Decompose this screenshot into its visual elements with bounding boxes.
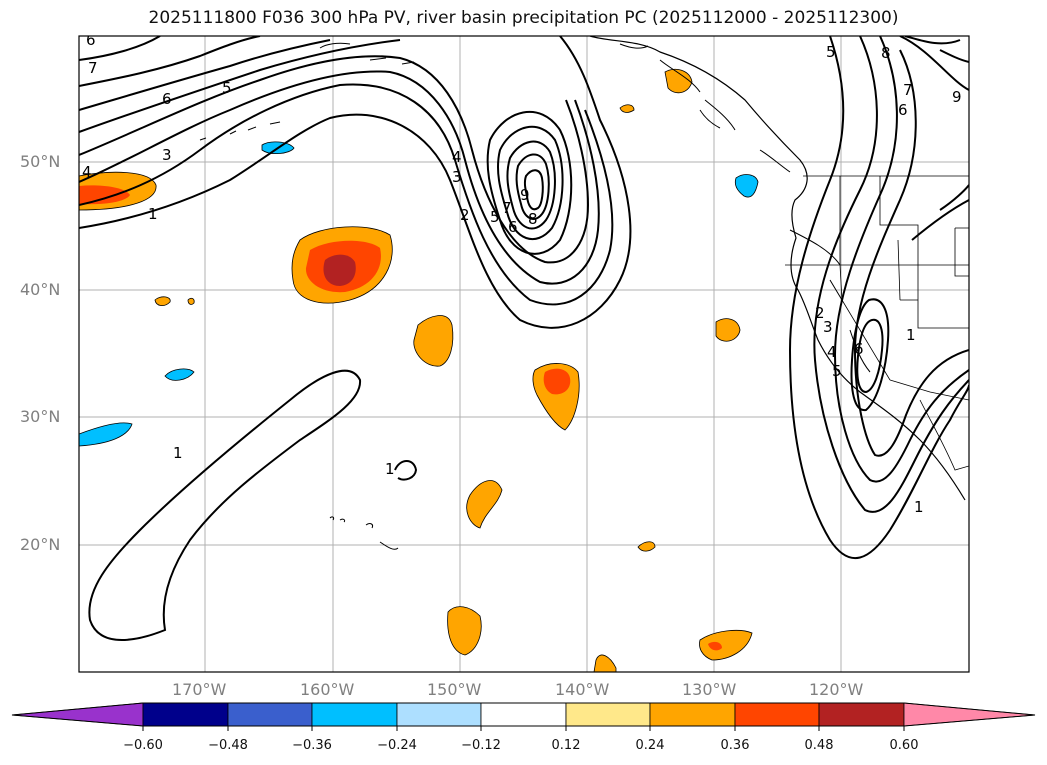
contour-label: 7 — [88, 59, 98, 77]
coastlines — [199, 36, 966, 550]
y-tick-label: 50°N — [20, 152, 61, 171]
colorbar-segment — [903, 702, 1036, 727]
contour-label: 1 — [385, 460, 395, 478]
contour-label: 5 — [832, 362, 842, 380]
colorbar-segment — [734, 702, 820, 727]
contour-label: 1 — [906, 326, 916, 344]
contour-label: 6 — [162, 90, 172, 108]
precip-anomaly-fill — [79, 68, 759, 672]
colorbar-segment — [311, 702, 398, 727]
colorbar-tick-label: 0.24 — [635, 738, 665, 753]
y-tick-label: 30°N — [20, 407, 61, 426]
colorbar-tick-label: 0.36 — [720, 738, 750, 753]
y-tick-label: 20°N — [20, 535, 61, 554]
contour-label: 8 — [528, 210, 538, 228]
contour-label: 6 — [508, 218, 518, 236]
contour-label: 4 — [82, 163, 92, 181]
contour-label: 1 — [173, 444, 183, 462]
contour-label: 9 — [520, 186, 530, 204]
contour-label: 3 — [823, 318, 833, 336]
contour-label: 5 — [490, 208, 500, 226]
y-tick-label: 40°N — [20, 280, 61, 299]
x-tick-label: 160°W — [300, 680, 355, 699]
x-tick-label: 120°W — [809, 680, 864, 699]
colorbar-segment — [227, 702, 313, 727]
colorbar-tick-label: 0.12 — [551, 738, 581, 753]
contour-label: 4 — [452, 148, 462, 166]
contour-label: 2 — [815, 304, 825, 322]
contour-label: 1 — [914, 498, 924, 516]
x-tick-label: 150°W — [427, 680, 482, 699]
colorbar-tick-label: 0.48 — [804, 738, 834, 753]
colorbar-segment — [565, 702, 651, 727]
colorbar-segment — [142, 702, 229, 727]
contour-label: 3 — [452, 168, 462, 186]
contour-label: 3 — [162, 146, 172, 164]
x-tick-label: 130°W — [682, 680, 737, 699]
colorbar-tick-label: −0.36 — [292, 738, 332, 753]
contour-label: 9 — [952, 88, 962, 106]
contour-label: 6 — [898, 101, 908, 119]
contour-label: 1 — [148, 205, 158, 223]
contour-label: 2 — [460, 206, 470, 224]
colorbar-tick-label: −0.48 — [208, 738, 248, 753]
map-title: 2025111800 F036 300 hPa PV, river basin … — [148, 8, 899, 28]
map-frame — [78, 35, 970, 673]
contour-label: 8 — [881, 44, 891, 62]
pv-contours — [79, 36, 969, 641]
contour-label: 5 — [826, 43, 836, 61]
contour-label: 5 — [222, 79, 232, 97]
contour-label: 6 — [854, 340, 864, 358]
x-tick-label: 170°W — [172, 680, 227, 699]
colorbar-segment — [396, 702, 482, 727]
map-plot-area — [79, 36, 969, 672]
colorbar-segment — [818, 702, 905, 727]
colorbar — [11, 702, 1036, 731]
colorbar-tick-label: −0.60 — [123, 738, 163, 753]
contour-label: 7 — [903, 81, 913, 99]
colorbar-segment — [649, 702, 736, 727]
colorbar-tick-label: −0.12 — [461, 738, 501, 753]
contour-label: 6 — [86, 31, 96, 49]
colorbar-tick-label: 0.60 — [889, 738, 919, 753]
colorbar-segment — [11, 702, 144, 727]
x-tick-label: 140°W — [555, 680, 610, 699]
pv-contour-labels: 6 7 6 5 4 3 1 4 3 2 5 7 6 9 8 5 8 7 6 9 … — [82, 31, 962, 516]
contour-label: 7 — [502, 199, 512, 217]
colorbar-tick-label: −0.24 — [377, 738, 417, 753]
colorbar-segment — [480, 702, 567, 727]
contour-label: 4 — [827, 343, 837, 361]
